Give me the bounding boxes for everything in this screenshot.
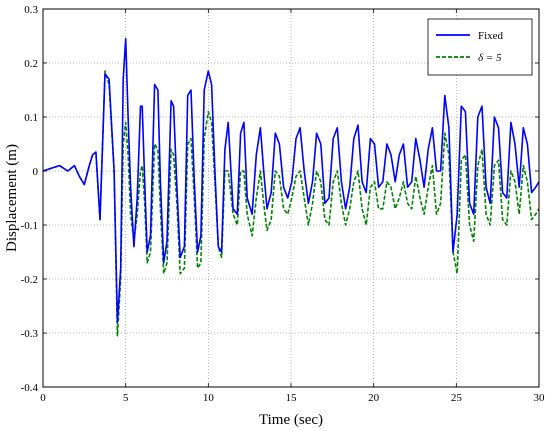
y-tick-label: -0.1 <box>21 220 38 232</box>
y-tick-label: -0.2 <box>21 274 38 286</box>
y-tick-label: 0 <box>33 166 39 178</box>
y-tick-label: 0.2 <box>24 58 38 70</box>
legend: Fixed δ = 5 <box>427 18 533 76</box>
series-line-delta5 <box>42 70 540 337</box>
series-layer <box>42 37 540 337</box>
legend-label-delta5: δ = 5 <box>478 52 502 64</box>
y-tick-label: -0.3 <box>21 328 39 340</box>
y-tick-label: 0.1 <box>24 112 38 124</box>
tick-labels: 0 5 10 15 20 25 30 -0.4 -0.3 -0.2 -0.1 0 0.1 0.2 0.3 <box>21 4 545 404</box>
y-tick-label: -0.4 <box>21 382 39 394</box>
x-tick-label: 30 <box>534 392 546 404</box>
y-axis-label: Displacement (m) <box>4 144 20 252</box>
plot-frame <box>42 8 540 388</box>
x-tick-label: 20 <box>368 392 380 404</box>
y-tick-label: 0.3 <box>24 4 38 16</box>
legend-label-fixed: Fixed <box>478 30 504 42</box>
x-tick-label: 10 <box>203 392 215 404</box>
series-line-fixed <box>42 37 540 324</box>
x-tick-label: 15 <box>286 392 298 404</box>
x-tick-label: 25 <box>451 392 463 404</box>
x-axis-label: Time (sec) <box>259 412 323 428</box>
legend-box <box>427 18 533 76</box>
x-tick-label: 0 <box>40 392 46 404</box>
x-tick-label: 5 <box>123 392 129 404</box>
